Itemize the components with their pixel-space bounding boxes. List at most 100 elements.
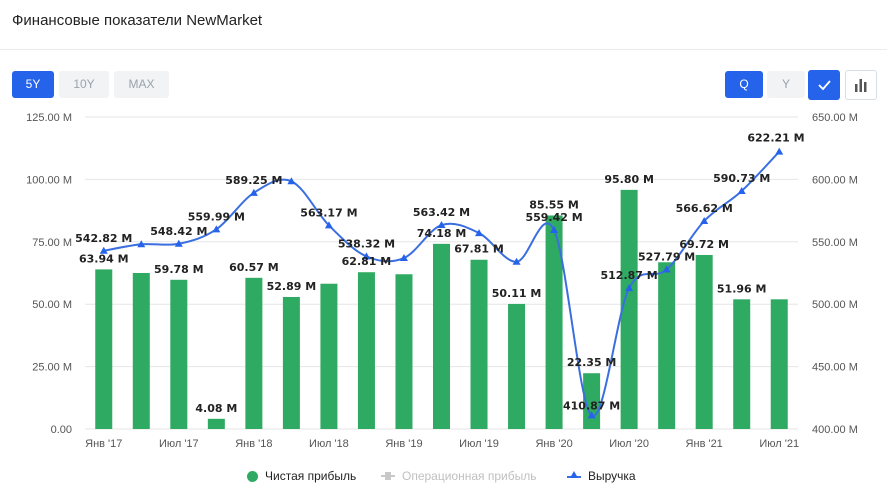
revenue-point bbox=[99, 246, 108, 254]
legend-operating-income-label: Операционная прибыль bbox=[402, 469, 537, 483]
range-max-button[interactable]: MAX bbox=[114, 71, 169, 98]
chart-legend: Чистая прибыль Операционная прибыль Выру… bbox=[0, 469, 887, 487]
revenue-point bbox=[287, 177, 296, 185]
x-axis-tick-label: Янв '18 bbox=[235, 438, 272, 450]
left-axis-tick-label: 50.00 M bbox=[32, 299, 72, 311]
revenue-data-label: 559.42 M bbox=[525, 211, 582, 224]
revenue-data-label: 589.25 M bbox=[225, 174, 282, 187]
bar-net-income bbox=[470, 259, 488, 429]
revenue-point bbox=[625, 284, 634, 292]
range-5y-button[interactable]: 5Y bbox=[12, 71, 54, 98]
financial-chart: 63.94 M 59.78 M 4.08 M 60.57 M 52.89 M 62.81 … bbox=[26, 112, 858, 450]
legend-revenue-marker bbox=[567, 471, 581, 481]
bar-data-label: 4.08 M bbox=[195, 402, 237, 415]
legend-revenue[interactable]: Выручка bbox=[567, 469, 636, 483]
legend-operating-income[interactable]: Операционная прибыль bbox=[381, 469, 537, 483]
bar-data-label: 52.89 M bbox=[267, 280, 317, 293]
bar-net-income bbox=[770, 299, 788, 429]
x-axis-tick-label: Июл '18 bbox=[309, 438, 349, 450]
x-axis-tick-label: Июл '17 bbox=[159, 438, 199, 450]
bar-net-income bbox=[132, 273, 150, 429]
right-axis-tick-label: 650.00 M bbox=[812, 112, 858, 124]
bar-chart-view-button[interactable] bbox=[845, 70, 877, 100]
revenue-point bbox=[324, 221, 333, 229]
revenue-data-label: 538.32 M bbox=[338, 237, 395, 250]
legend-net-income[interactable]: Чистая прибыль bbox=[247, 469, 356, 483]
bar-net-income bbox=[320, 283, 338, 429]
bar-net-income bbox=[733, 299, 751, 429]
revenue-point bbox=[249, 188, 258, 196]
bar-data-label: 51.96 M bbox=[717, 282, 767, 295]
revenue-data-label: 590.73 M bbox=[713, 172, 770, 185]
x-axis-tick-label: Янв '21 bbox=[686, 438, 723, 450]
period-year-button[interactable]: Y bbox=[767, 71, 805, 98]
bar-data-label: 63.94 M bbox=[79, 252, 129, 265]
legend-revenue-label: Выручка bbox=[588, 469, 636, 483]
period-quarter-button[interactable]: Q bbox=[725, 71, 763, 98]
left-axis-tick-label: 25.00 M bbox=[32, 362, 72, 374]
revenue-point bbox=[212, 225, 221, 233]
revenue-data-label: 527.79 M bbox=[638, 251, 695, 264]
range-10y-button[interactable]: 10Y bbox=[59, 71, 109, 98]
x-axis-tick-label: Июл '19 bbox=[459, 438, 499, 450]
right-axis-tick-label: 450.00 M bbox=[812, 362, 858, 374]
revenue-data-label: 542.82 M bbox=[75, 232, 132, 245]
revenue-point bbox=[550, 226, 559, 234]
right-axis-tick-label: 550.00 M bbox=[812, 237, 858, 249]
x-axis-tick-label: Янв '20 bbox=[535, 438, 572, 450]
bar-net-income bbox=[282, 296, 300, 429]
bar-data-label: 74.18 M bbox=[417, 227, 467, 240]
revenue-point bbox=[399, 254, 408, 262]
bar-data-label: 95.80 M bbox=[604, 173, 654, 186]
header-divider bbox=[0, 49, 887, 50]
left-axis-tick-label: 0.00 bbox=[51, 424, 72, 436]
bar-data-label: 85.55 M bbox=[529, 198, 579, 211]
bar-data-label: 59.78 M bbox=[154, 263, 204, 276]
bar-net-income bbox=[545, 215, 563, 429]
revenue-point bbox=[437, 221, 446, 229]
bar-net-income bbox=[207, 418, 225, 429]
bar-net-income bbox=[508, 303, 526, 429]
bar-data-label: 62.81 M bbox=[342, 255, 392, 268]
revenue-data-label: 563.42 M bbox=[413, 206, 470, 219]
bar-net-income bbox=[170, 279, 188, 429]
bar-chart-icon bbox=[855, 79, 867, 92]
revenue-line bbox=[103, 150, 780, 417]
legend-operating-income-marker bbox=[381, 472, 395, 480]
revenue-point bbox=[475, 229, 484, 237]
bar-net-income bbox=[95, 269, 113, 429]
revenue-data-label: 622.21 M bbox=[747, 132, 804, 145]
check-icon bbox=[818, 80, 831, 91]
revenue-point bbox=[137, 240, 146, 248]
revenue-data-label: 512.87 M bbox=[601, 269, 658, 282]
bar-data-label: 69.72 M bbox=[679, 238, 729, 251]
bar-data-label: 50.11 M bbox=[492, 287, 542, 300]
revenue-data-label: 548.42 M bbox=[150, 225, 207, 238]
bar-net-income bbox=[395, 274, 413, 429]
revenue-point bbox=[662, 265, 671, 273]
right-axis-tick-label: 400.00 M bbox=[812, 424, 858, 436]
revenue-point bbox=[775, 147, 784, 155]
revenue-point bbox=[174, 239, 183, 247]
revenue-data-label: 566.62 M bbox=[676, 202, 733, 215]
legend-net-income-marker bbox=[247, 470, 258, 482]
bar-net-income bbox=[433, 243, 450, 429]
x-axis-tick-label: Янв '17 bbox=[85, 438, 122, 450]
check-view-button[interactable] bbox=[808, 70, 840, 100]
bar-net-income bbox=[620, 189, 638, 429]
legend-net-income-label: Чистая прибыль bbox=[265, 469, 357, 483]
bar-data-label: 67.81 M bbox=[454, 243, 504, 256]
left-axis-tick-label: 100.00 M bbox=[26, 174, 72, 186]
revenue-point bbox=[737, 186, 746, 194]
right-axis-tick-label: 500.00 M bbox=[812, 299, 858, 311]
x-axis-tick-label: Янв '19 bbox=[385, 438, 422, 450]
revenue-point bbox=[587, 411, 596, 419]
revenue-point bbox=[362, 252, 371, 260]
bar-net-income bbox=[658, 262, 676, 429]
revenue-point bbox=[700, 217, 709, 225]
revenue-data-label: 410.87 M bbox=[563, 399, 620, 412]
bar-net-income bbox=[695, 254, 713, 429]
x-axis-tick-label: Июл '21 bbox=[759, 438, 799, 450]
revenue-data-label: 563.17 M bbox=[300, 206, 357, 219]
chart-title: Финансовые показатели NewMarket bbox=[12, 12, 263, 29]
